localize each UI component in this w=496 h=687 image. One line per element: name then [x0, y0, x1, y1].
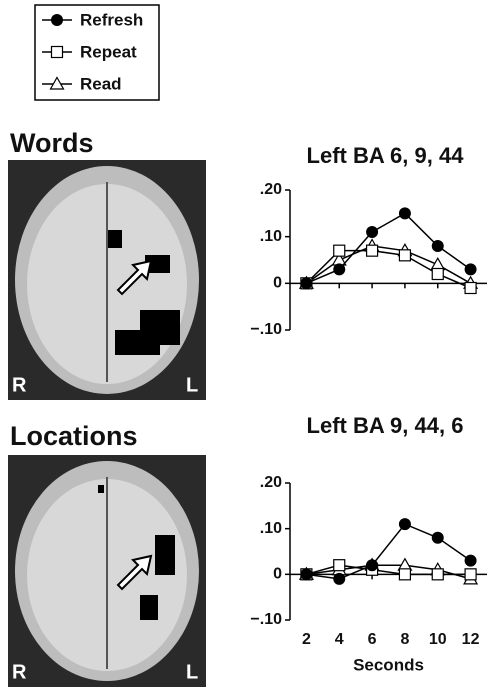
- image-label: R: [12, 374, 27, 396]
- activation: [98, 485, 104, 493]
- data-point: [333, 263, 346, 276]
- data-point: [464, 263, 477, 276]
- data-point: [431, 531, 444, 544]
- legend-marker: [50, 45, 64, 59]
- legend-label: Repeat: [80, 42, 137, 61]
- chart-title: Left BA 9, 44, 6: [307, 413, 464, 438]
- x-tick-label: 4: [335, 631, 344, 648]
- data-point: [366, 226, 379, 238]
- chart-title: Left BA 6, 9, 44: [307, 143, 465, 168]
- arrow: [116, 259, 153, 296]
- data-point: [398, 568, 412, 581]
- activation: [108, 230, 122, 248]
- data-point: [366, 559, 379, 572]
- data-point: [365, 244, 379, 257]
- data-point: [333, 572, 346, 585]
- x-tick-label: 2: [302, 631, 311, 648]
- panel-label: Locations: [10, 421, 138, 451]
- data-point: [333, 244, 346, 257]
- activation: [140, 595, 158, 620]
- y-tick-label: .20: [260, 474, 282, 491]
- image-label: L: [186, 661, 198, 683]
- data-point: [431, 568, 444, 581]
- y-tick-label: .10: [260, 228, 282, 245]
- image-label: R: [12, 661, 27, 683]
- data-point: [464, 554, 477, 567]
- activation: [145, 255, 170, 273]
- y-tick-label: 0: [273, 275, 282, 292]
- activation: [115, 330, 160, 355]
- data-point: [398, 518, 411, 531]
- legend-marker: [49, 76, 65, 90]
- y-tick-label: −.10: [250, 611, 282, 628]
- image-label: L: [186, 374, 198, 396]
- y-tick-label: −.10: [250, 321, 282, 338]
- data-point: [398, 207, 411, 220]
- legend-label: Read: [80, 74, 122, 93]
- legend-label: Refresh: [80, 10, 143, 29]
- x-tick-label: 10: [429, 631, 447, 648]
- data-point: [333, 559, 346, 572]
- data-point: [464, 281, 477, 295]
- y-tick-label: 0: [273, 566, 282, 583]
- data-point: [431, 240, 444, 252]
- data-point: [300, 277, 313, 290]
- arrow: [116, 554, 153, 591]
- legend-marker: [51, 14, 63, 26]
- activation: [155, 535, 175, 575]
- y-tick-label: .20: [260, 181, 282, 198]
- data-point: [464, 568, 477, 581]
- x-tick-label: 8: [400, 631, 409, 648]
- series-line: [306, 564, 471, 576]
- data-point: [398, 249, 412, 262]
- x-axis-label: Seconds: [353, 655, 424, 674]
- data-point: [431, 267, 444, 281]
- y-tick-label: .10: [260, 520, 282, 537]
- x-tick-label: 12: [462, 631, 480, 648]
- data-point: [300, 568, 313, 581]
- x-tick-label: 6: [368, 631, 377, 648]
- panel-label: Words: [10, 128, 94, 158]
